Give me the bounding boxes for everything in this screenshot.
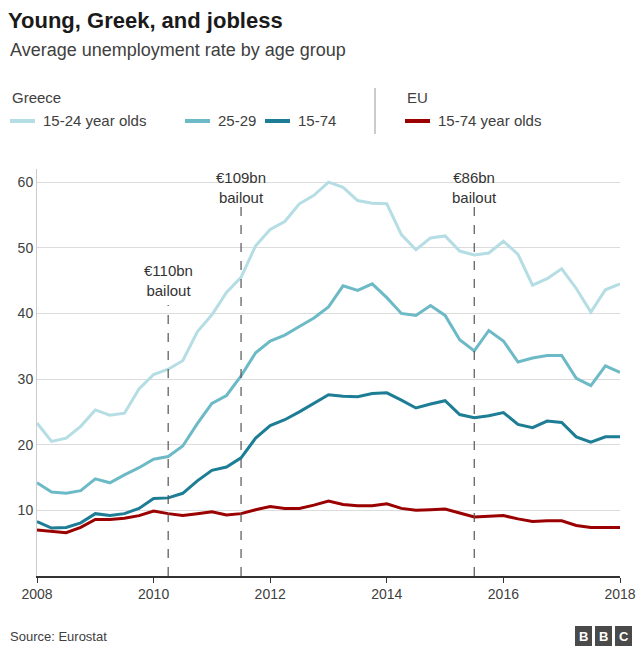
svg-text:60: 60 [18, 174, 34, 190]
svg-text:2008: 2008 [21, 586, 52, 602]
svg-text:B: B [599, 629, 608, 644]
svg-text:C: C [619, 629, 629, 644]
svg-text:30: 30 [18, 371, 34, 387]
svg-text:€110bnbailout: €110bnbailout [144, 262, 193, 299]
svg-text:15-74 year olds: 15-74 year olds [438, 112, 541, 129]
svg-text:50: 50 [18, 240, 34, 256]
svg-text:Young, Greek, and jobless: Young, Greek, and jobless [8, 8, 283, 33]
svg-text:B: B [579, 629, 588, 644]
svg-text:EU: EU [407, 89, 428, 106]
svg-text:2012: 2012 [255, 586, 286, 602]
svg-text:2018: 2018 [604, 586, 635, 602]
svg-text:10: 10 [18, 502, 34, 518]
svg-text:20: 20 [18, 437, 34, 453]
svg-text:Average unemployment rate by a: Average unemployment rate by age group [10, 40, 346, 60]
svg-text:2016: 2016 [488, 586, 519, 602]
svg-text:Source: Eurostat: Source: Eurostat [10, 629, 107, 644]
svg-text:€86bnbailout: €86bnbailout [452, 169, 497, 206]
svg-text:40: 40 [18, 305, 34, 321]
svg-text:2010: 2010 [138, 586, 169, 602]
svg-text:Greece: Greece [12, 89, 61, 106]
svg-text:15-74: 15-74 [298, 112, 336, 129]
svg-text:15-24 year olds: 15-24 year olds [43, 112, 146, 129]
svg-text:2014: 2014 [371, 586, 402, 602]
svg-text:€109bnbailout: €109bnbailout [216, 169, 266, 206]
svg-text:25-29: 25-29 [218, 112, 256, 129]
